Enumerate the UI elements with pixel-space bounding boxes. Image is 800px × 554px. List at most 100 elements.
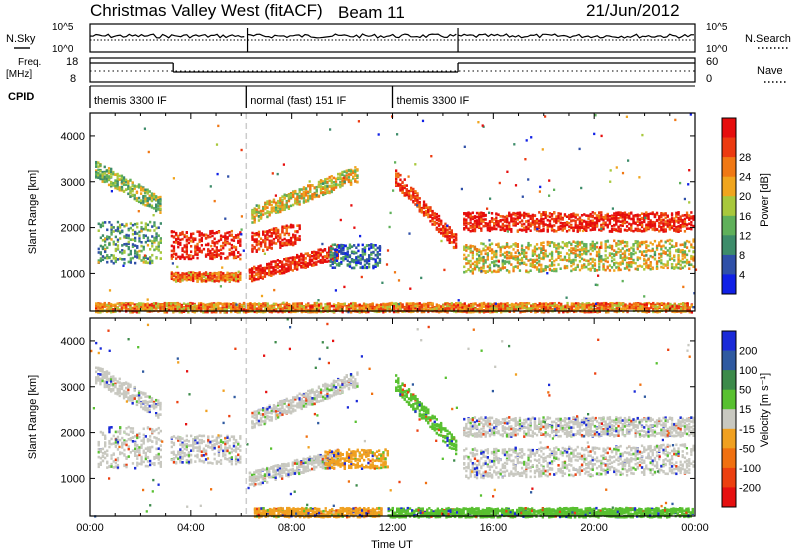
echo-cell [187,241,191,245]
echo-cell [283,207,286,210]
echo-cell [368,244,371,247]
echo-cell [587,259,590,263]
echo-cell [486,226,489,229]
echo-cell [317,248,320,252]
echo-cell [230,229,233,233]
echo-cell [323,258,327,262]
echo-cell [101,174,104,177]
echo-cell [598,258,601,261]
echo-cell [215,251,218,254]
echo-cell [322,182,325,185]
echo-cell [418,197,421,200]
echo-cell [181,253,184,257]
echo-cell [110,310,113,314]
echo-cell [643,220,646,224]
echo-cell [340,262,343,265]
echo-cell [281,267,284,270]
echo-cell [555,244,558,247]
echo-cell [313,251,316,254]
echo-cell [542,251,545,255]
echo-cell [347,178,351,182]
echo-cell [287,263,290,266]
echo-cell [103,175,106,178]
echo-cell [293,256,297,259]
echo-cell [508,214,511,218]
echo-cell [97,303,100,306]
echo-cell [175,275,178,279]
echo-cell [191,307,194,310]
echo-cell [304,264,307,267]
echo-cell [548,223,552,226]
echo-cell [110,304,113,308]
echo-cell [348,261,352,264]
echo-cell [142,245,145,249]
echo-cell [640,225,644,229]
echo-cell [591,224,594,228]
echo-cell [486,228,489,232]
echo-cell [598,268,601,271]
echo-cell [181,255,184,258]
echo-cell [194,238,197,241]
echo-cell [192,279,195,283]
echo-cell [465,218,468,222]
echo-cell [488,269,492,272]
echo-cell [615,244,618,248]
echo-cell [574,245,577,248]
echo-cell [237,275,240,279]
echo-cell [150,192,154,195]
echo-cell [555,229,558,233]
echo-cell [617,268,620,272]
echo-cell [110,254,113,257]
echo-cell [185,243,188,246]
echo-cell [523,216,526,219]
echo-cell [444,228,447,231]
echo-cell [557,219,560,223]
echo-cell [508,246,511,249]
echo-cell [621,241,624,244]
echo-cell [628,257,631,260]
echo-cell [289,256,292,260]
echo-cell [152,302,156,305]
echo-cell [535,261,539,265]
echo-cell [198,238,201,242]
echo-cell [685,227,689,230]
echo-cell [237,233,240,236]
echo-cell [230,238,233,242]
echo-cell [105,180,109,183]
echo-cell [110,172,113,176]
echo-cell [640,250,644,254]
echo-cell [215,255,218,258]
echo-cell [444,235,447,238]
echo-cell [341,179,344,183]
echo-cell [103,170,106,174]
echo-cell [155,307,158,310]
echo-cell [298,263,301,267]
echo-cell [348,254,352,257]
echo-cell [576,213,579,217]
echo-cell [232,274,236,277]
echo-cell [493,222,496,225]
echo-cell [467,222,470,225]
echo-cell [230,246,233,250]
echo-cell [181,247,184,250]
echo-cell [262,248,265,252]
echo-cell [118,303,121,306]
echo-cell [118,174,121,178]
echo-cell [211,234,214,238]
echo-cell [289,204,293,208]
echo-cell [285,230,288,234]
echo-cell [475,211,479,215]
echo-cell [253,219,256,222]
noise-sky-line [89,33,245,39]
echo-cell [292,193,295,197]
echo-cell [514,251,517,254]
echo-cell [146,200,149,203]
echo-cell [120,306,124,309]
echo-cell [583,242,586,246]
echo-cell [272,266,275,269]
echo-cell [525,225,528,229]
echo-cell [495,220,498,223]
echo-cell [134,239,137,242]
echo-cell [345,171,348,174]
echo-cell [632,229,635,233]
